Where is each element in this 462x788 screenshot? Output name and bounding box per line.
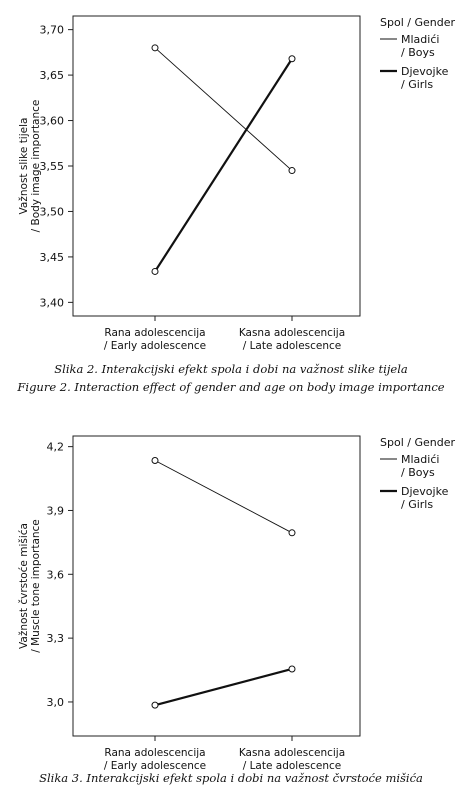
y-tick-label: 3,55 xyxy=(40,160,65,173)
legend-entry: Djevojke xyxy=(401,485,449,498)
y-axis-label-line: Važnost čvrstoće mišića xyxy=(18,523,30,649)
y-tick-label: 3,0 xyxy=(47,696,65,709)
data-point xyxy=(288,167,296,175)
y-axis-label: Važnost slike tijela / Body image importa… xyxy=(18,100,42,233)
x-tick-label: / Early adolescence xyxy=(104,340,206,352)
y-tick-label: 4,2 xyxy=(47,441,65,454)
x-tick-label: / Early adolescence xyxy=(104,760,206,772)
legend-entry: / Girls xyxy=(401,78,433,91)
chart-muscle-tone-importance: 3,0 3,3 3,6 3,9 4,2 Rana adolescencija/ Early… xyxy=(18,435,455,772)
legend-entry: / Girls xyxy=(401,498,433,511)
data-point xyxy=(288,529,296,537)
y-tick-label: 3,3 xyxy=(47,632,65,645)
y-tick-label: 3,40 xyxy=(40,296,65,309)
chart-body-image-importance: 3,40 3,45 3,50 3,55 3,60 3,65 3,70 Rana adolesc… xyxy=(18,15,455,352)
legend-title: Spol / Gender xyxy=(380,16,455,29)
data-point xyxy=(151,701,159,709)
data-point xyxy=(151,456,159,464)
y-tick-label: 3,50 xyxy=(40,205,65,218)
y-tick-label: 3,6 xyxy=(47,568,65,581)
legend-entry: / Boys xyxy=(401,466,435,479)
x-tick-label: Kasna adolescencija xyxy=(239,747,345,759)
legend-entry: / Boys xyxy=(401,46,435,59)
plot-frame xyxy=(72,435,361,737)
legend-entry: Mladići xyxy=(401,33,439,46)
y-axis-label-line: / Muscle tone importance xyxy=(30,519,42,653)
x-tick-label: / Late adolescence xyxy=(243,760,342,772)
y-tick-label: 3,70 xyxy=(40,24,65,37)
data-point xyxy=(151,44,159,52)
x-tick-label: Kasna adolescencija xyxy=(239,327,345,339)
y-axis-label-line: Važnost slike tijela xyxy=(18,118,30,215)
figure-caption-english: Figure 2. Interaction effect of gender a… xyxy=(17,380,445,394)
series-line xyxy=(154,460,293,534)
y-tick-label: 3,65 xyxy=(40,69,65,82)
x-tick-label: Rana adolescencija xyxy=(104,747,205,759)
data-point xyxy=(151,267,159,275)
y-axis-label-line: / Body image importance xyxy=(30,100,42,233)
figure-caption-croatian: Slika 3. Interakcijski efekt spola i dob… xyxy=(39,771,423,785)
y-tick-label: 3,45 xyxy=(40,251,65,264)
legend-entry: Djevojke xyxy=(401,65,449,78)
figure-caption-croatian: Slika 2. Interakcijski efekt spola i dob… xyxy=(54,362,408,376)
y-tick-label: 3,9 xyxy=(47,504,65,517)
x-tick-label: Rana adolescencija xyxy=(104,327,205,339)
data-point xyxy=(288,665,296,673)
x-tick-label: / Late adolescence xyxy=(243,340,342,352)
y-axis-label: Važnost čvrstoće mišića / Muscle tone imp… xyxy=(18,519,42,653)
series-line xyxy=(154,667,293,707)
series-line xyxy=(154,47,293,171)
legend-title: Spol / Gender xyxy=(380,436,455,449)
data-point xyxy=(288,55,296,63)
legend-entry: Mladići xyxy=(401,453,439,466)
plot-frame xyxy=(72,15,361,317)
y-tick-label: 3,60 xyxy=(40,115,65,128)
series-line xyxy=(154,58,293,273)
